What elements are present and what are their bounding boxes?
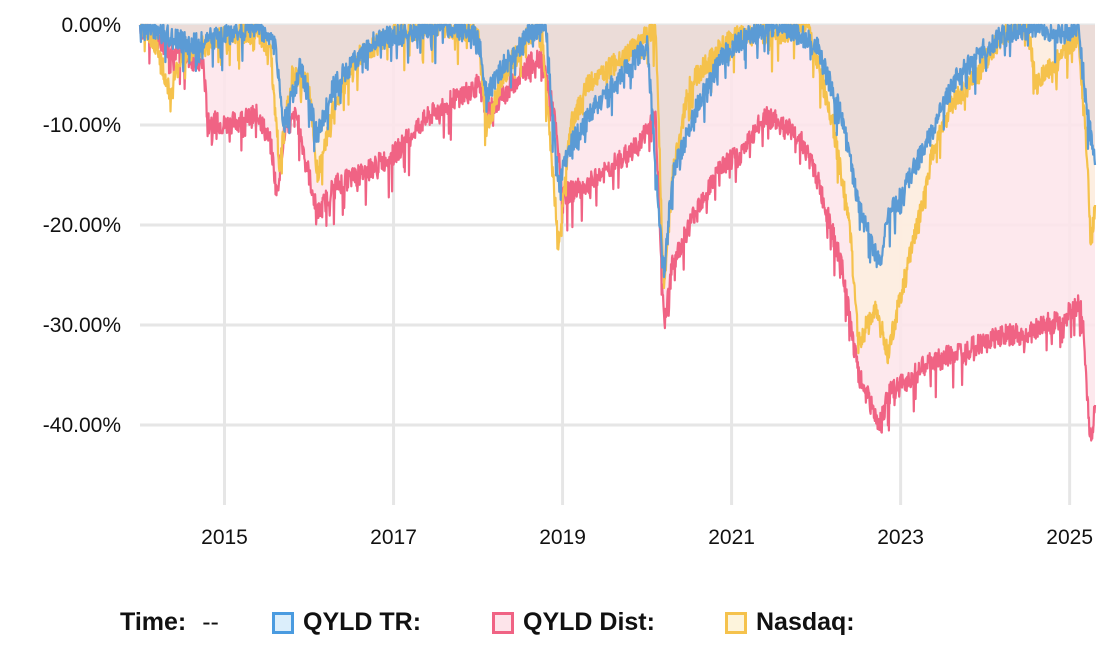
line-nasdaq: [138, 23, 1097, 365]
legend-label-qyld-dist: QYLD Dist:: [523, 608, 655, 636]
legend-swatch-nasdaq: [725, 611, 747, 634]
x-tick-label: 2021: [708, 526, 755, 549]
x-tick-label: 2023: [877, 526, 924, 549]
y-axis: 0.00% -10.00% -20.00% -30.00% -40.00%: [43, 14, 121, 437]
legend-time: Time: --: [120, 608, 219, 637]
y-tick-label: -10.00%: [43, 114, 121, 137]
y-tick-label: -30.00%: [43, 314, 121, 337]
line-qyld-dist: [138, 23, 1097, 442]
x-tick-label: 2019: [539, 526, 586, 549]
y-tick-label: 0.00%: [61, 14, 121, 37]
legend-label-nasdaq: Nasdaq:: [756, 608, 855, 636]
line-qyld-tr: [138, 23, 1097, 279]
legend-swatch-qyld-dist: [492, 611, 514, 634]
legend-item-qyld-dist[interactable]: QYLD Dist:: [492, 608, 655, 637]
y-tick-label: -40.00%: [43, 414, 121, 437]
x-axis: 2015 2017 2019 2021 2023 2025: [201, 526, 1093, 549]
legend-time-label: Time:: [120, 608, 187, 636]
legend-time-value: --: [202, 608, 219, 636]
x-tick-label: 2017: [370, 526, 417, 549]
y-tick-label: -20.00%: [43, 214, 121, 237]
legend: Time: -- QYLD TR: QYLD Dist: Nasdaq:: [0, 600, 1120, 646]
legend-swatch-qyld-tr: [272, 611, 294, 634]
series-lines: [138, 23, 1097, 442]
series-areas: [140, 25, 1095, 441]
legend-item-nasdaq[interactable]: Nasdaq:: [725, 608, 855, 637]
x-tick-label: 2025: [1046, 526, 1093, 549]
drawdown-chart: 0.00%-10.00%-20.00%-30.00%-40.00% 2015 20…: [43, 14, 1097, 549]
legend-label-qyld-tr: QYLD TR:: [303, 608, 422, 636]
legend-item-qyld-tr[interactable]: QYLD TR:: [272, 608, 421, 637]
x-tick-label: 2015: [201, 526, 248, 549]
area-qyld-tr: [140, 25, 1095, 278]
